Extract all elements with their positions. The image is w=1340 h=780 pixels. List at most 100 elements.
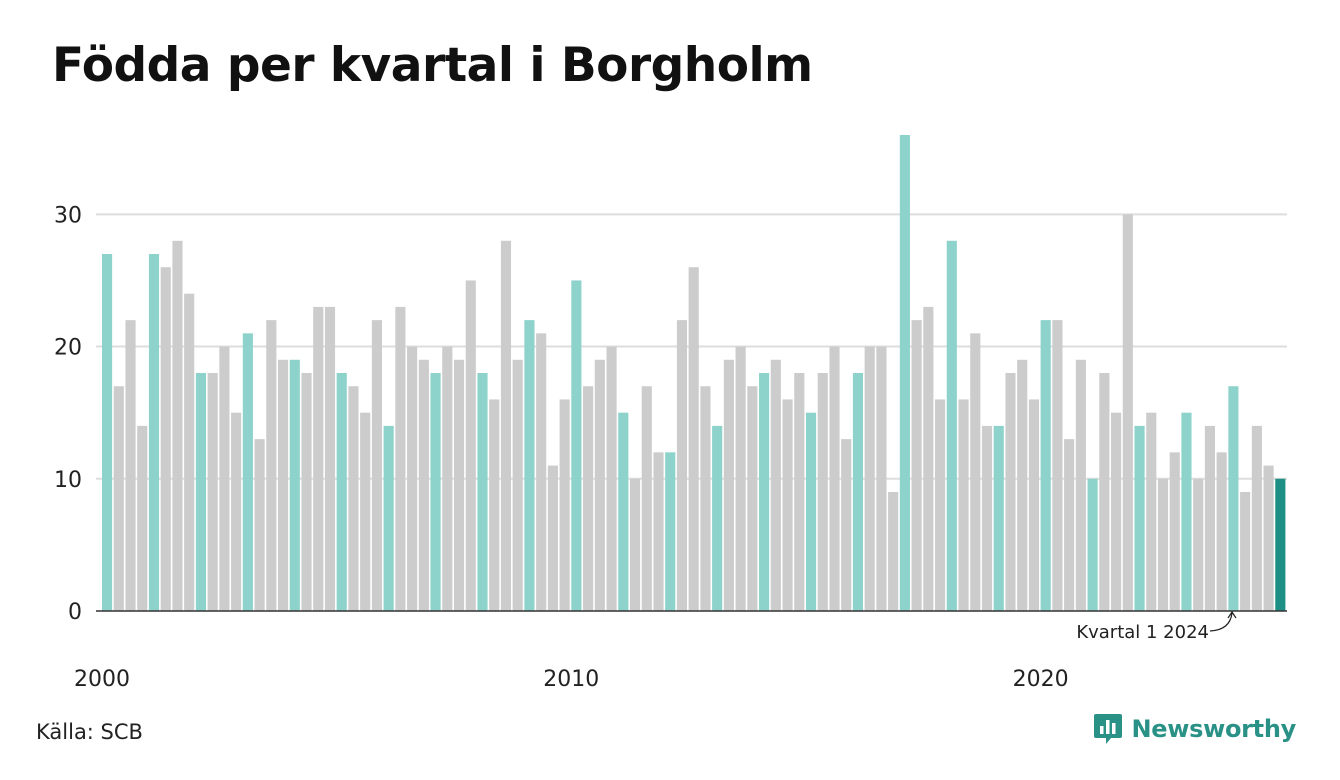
- bar: [665, 452, 676, 611]
- bar: [676, 320, 688, 611]
- bar: [313, 306, 324, 611]
- bar: [782, 399, 793, 611]
- bar-chart: 0 10 20 30 2000 2010 2020 Kvartal 1 2024: [54, 135, 1287, 692]
- bar: [1028, 399, 1040, 611]
- bar: [266, 320, 277, 611]
- bar: [970, 333, 981, 611]
- bar: [395, 306, 406, 611]
- bar: [1064, 439, 1075, 611]
- y-axis-ticks: 0 10 20 30: [54, 203, 82, 625]
- bar: [747, 386, 758, 611]
- bar: [160, 267, 171, 611]
- bar: [242, 333, 253, 611]
- bar: [1075, 359, 1086, 611]
- bar: [1251, 425, 1262, 611]
- bar: [1181, 412, 1192, 611]
- bar: [653, 452, 664, 611]
- bar: [958, 399, 969, 611]
- bar: [559, 399, 570, 611]
- bar: [712, 425, 723, 611]
- bar: [1216, 452, 1227, 611]
- bar: [1122, 214, 1133, 611]
- bar: [137, 425, 148, 611]
- brand: Newsworthy: [1093, 712, 1296, 746]
- bar: [301, 373, 312, 611]
- bar: [465, 280, 476, 611]
- bar: [1263, 465, 1274, 611]
- bar: [935, 399, 946, 611]
- bar: [1052, 320, 1063, 611]
- bar: [805, 412, 817, 611]
- bar: [571, 280, 582, 611]
- bar: [407, 346, 418, 611]
- bar: [688, 267, 699, 611]
- annotation-arrow: [1209, 610, 1237, 632]
- bar: [1087, 478, 1098, 611]
- bar: [453, 359, 465, 611]
- bar: [946, 240, 957, 611]
- bar: [536, 333, 547, 611]
- bar: [606, 346, 617, 611]
- y-tick-label: 30: [54, 203, 82, 228]
- bar: [923, 306, 934, 611]
- bar: [277, 359, 289, 611]
- bar: [876, 346, 887, 611]
- x-tick-label: 2010: [543, 667, 599, 692]
- bar: [1204, 425, 1215, 611]
- bar: [641, 386, 652, 611]
- bar: [172, 240, 183, 611]
- brand-name: Newsworthy: [1131, 715, 1296, 743]
- bar: [1005, 373, 1016, 611]
- bar: [841, 439, 852, 611]
- bar: [1240, 492, 1251, 611]
- bar: [418, 359, 429, 611]
- bar: [770, 359, 781, 611]
- bar: [618, 412, 629, 611]
- bar: [864, 346, 875, 611]
- source-note: Källa: SCB: [36, 720, 143, 744]
- bar: [1111, 412, 1122, 611]
- bar: [759, 373, 770, 611]
- bar: [125, 320, 136, 611]
- bar: [1228, 386, 1239, 611]
- bar: [1040, 320, 1051, 611]
- bar: [231, 412, 242, 611]
- bar: [371, 320, 382, 611]
- bar: [148, 254, 160, 611]
- bar: [629, 478, 641, 611]
- x-axis-ticks: 2000 2010 2020: [74, 667, 1069, 692]
- bar: [113, 386, 124, 611]
- bar: [899, 135, 910, 611]
- bar: [289, 359, 300, 611]
- bar: [500, 240, 512, 611]
- bar: [1099, 373, 1110, 611]
- bar: [723, 359, 734, 611]
- bar: [1146, 412, 1157, 611]
- bar: [324, 306, 336, 611]
- bar: [477, 373, 488, 611]
- bar: [981, 425, 993, 611]
- bar: [852, 373, 864, 611]
- bar: [348, 386, 359, 611]
- bar: [594, 359, 605, 611]
- bar: [524, 320, 535, 611]
- bar: [993, 425, 1004, 611]
- bar: [817, 373, 828, 611]
- bar: [184, 293, 195, 611]
- bars: [102, 135, 1286, 611]
- newsworthy-logo-icon: [1094, 714, 1123, 744]
- bar: [794, 373, 805, 611]
- bar: [360, 412, 371, 611]
- bar: [512, 359, 523, 611]
- chart-title: Födda per kvartal i Borgholm: [52, 38, 813, 93]
- bar: [207, 373, 218, 611]
- bar: [254, 439, 265, 611]
- bar: [1017, 359, 1028, 611]
- bar: [700, 386, 711, 611]
- bar: [442, 346, 453, 611]
- x-tick-label: 2020: [1013, 667, 1069, 692]
- bar: [1169, 452, 1180, 611]
- bar: [547, 465, 558, 611]
- bar: [383, 425, 394, 611]
- bar: [735, 346, 746, 611]
